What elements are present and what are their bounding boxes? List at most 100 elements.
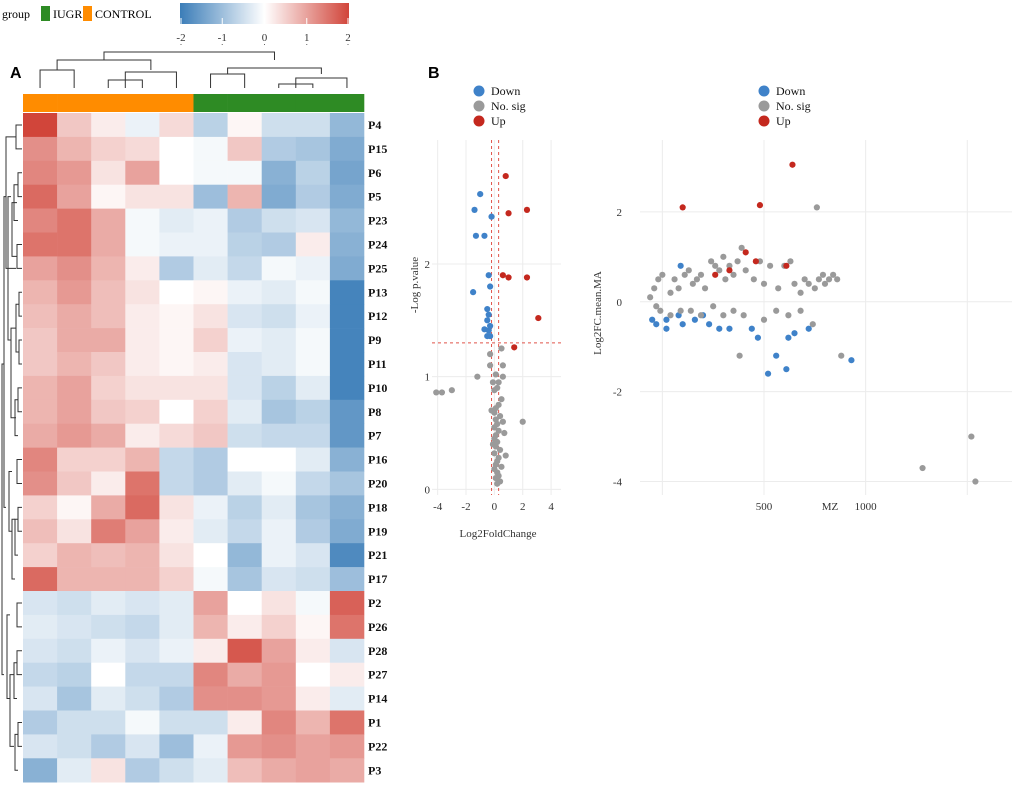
heatmap-cell [193, 447, 228, 472]
heatmap-cell [125, 471, 160, 496]
row-dendrogram-link [16, 459, 22, 484]
heatmap-cell [329, 614, 365, 640]
heatmap-cell [57, 758, 92, 783]
down-point [663, 316, 670, 323]
heatmap-cell [193, 232, 228, 257]
colorbar-tick-label: -2 [176, 32, 185, 44]
heatmap-cell [329, 375, 365, 401]
heatmap-cell [91, 519, 126, 544]
nonsig-point [489, 379, 497, 386]
nonsig-point [498, 345, 505, 352]
nonsig-point [797, 307, 804, 314]
heatmap-cell [295, 232, 331, 257]
heatmap-cell [159, 304, 194, 329]
heatmap-row-label: P14 [368, 692, 387, 706]
heatmap-cell [193, 352, 228, 377]
heatmap-cell [91, 734, 126, 759]
heatmap-cell [193, 471, 228, 496]
nonsig-point [474, 373, 481, 380]
heatmap-cell [159, 136, 194, 162]
row-dendrogram-link [10, 327, 16, 419]
up-point [679, 204, 686, 211]
nonsig-point [742, 267, 749, 274]
heatmap-cell [159, 280, 194, 305]
heatmap-row-label: P16 [368, 453, 387, 467]
heatmap-row-label: P25 [368, 261, 387, 275]
group-bar-cell [57, 94, 92, 112]
heatmap-cell [261, 591, 297, 616]
nonsig-point [499, 418, 506, 425]
up-point [726, 267, 733, 274]
heatmap-row-label: P22 [368, 739, 387, 753]
heatmap-cell [159, 375, 194, 401]
heatmap-cell [125, 734, 160, 759]
heatmap-cell [125, 423, 160, 448]
nonsig-point [809, 321, 816, 328]
row-dendrogram-link [17, 172, 22, 198]
nonsig-point [712, 262, 719, 269]
row-dendrogram-link [17, 721, 22, 747]
heatmap-cell [159, 638, 194, 663]
heatmap-row-label: P3 [368, 763, 381, 777]
heatmap-cell [57, 352, 92, 377]
heatmap-cell [261, 208, 297, 233]
heatmap-cell [91, 256, 126, 281]
row-dendrogram-link [11, 202, 17, 257]
heatmap-cell [125, 280, 160, 305]
legend-marker [758, 85, 770, 97]
heatmap-cell [159, 352, 194, 377]
down-point [805, 325, 812, 332]
nonsig-point [487, 362, 494, 369]
heatmap-cell [57, 495, 92, 520]
heatmap-cell [91, 136, 126, 162]
heatmap-cell [227, 519, 262, 544]
nonsig-point [736, 352, 743, 359]
heatmap-cell [91, 686, 126, 711]
heatmap-cell [295, 519, 331, 544]
heatmap-cell [125, 136, 160, 162]
y-tick-label: 1 [425, 372, 431, 384]
y-tick-label: -2 [613, 387, 622, 399]
heatmap-cell [159, 734, 194, 759]
heatmap-cell [23, 638, 58, 663]
nonsig-point [448, 387, 455, 394]
nonsig-point [667, 312, 674, 319]
heatmap-cell [91, 710, 126, 735]
heatmap-row-label: P5 [368, 190, 381, 204]
heatmap-cell [227, 113, 262, 138]
heatmap-cell [227, 495, 262, 520]
group-bar-cell [125, 94, 160, 112]
colorbar-tick-dot [264, 44, 265, 45]
y-tick-label: 0 [617, 297, 623, 309]
down-point [472, 232, 480, 239]
nonsig-point [740, 312, 747, 319]
heatmap-cell [329, 399, 365, 424]
nonsig-point [760, 316, 768, 323]
heatmap-cell [193, 208, 228, 233]
down-point [485, 272, 492, 279]
heatmap-cell [23, 184, 58, 209]
heatmap-cell [295, 447, 331, 472]
nonsig-point [791, 280, 798, 287]
heatmap-cell [227, 352, 262, 377]
nonsig-point [720, 312, 727, 319]
heatmap-cell [23, 567, 58, 592]
heatmap-cell [193, 758, 228, 783]
down-point [754, 334, 762, 341]
heatmap-row-label: P8 [368, 405, 381, 419]
heatmap-cell [295, 686, 331, 711]
heatmap-cell [261, 328, 297, 353]
heatmap-cell [193, 567, 228, 592]
heatmap-cell [23, 232, 58, 257]
heatmap-cell [193, 113, 228, 138]
legend-marker [473, 85, 485, 97]
column-group-bar [23, 94, 365, 112]
down-point [691, 316, 698, 323]
nonsig-point [720, 253, 727, 260]
heatmap-cell [329, 423, 365, 448]
down-point [653, 321, 660, 328]
heatmap-cell [23, 614, 58, 640]
heatmap-cell [23, 113, 58, 138]
group-legend: group IUGR CONTROL [2, 6, 152, 21]
legend-label: Up [776, 114, 791, 128]
